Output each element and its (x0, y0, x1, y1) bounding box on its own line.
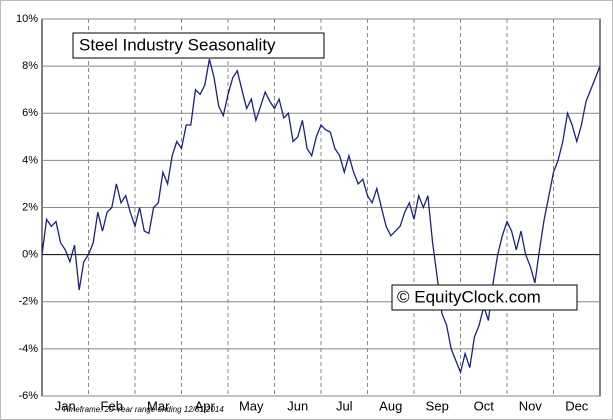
chart-title: Steel Industry Seasonality (79, 35, 276, 54)
y-tick-label: 0% (22, 249, 38, 261)
watermark: © EquityClock.com (397, 287, 541, 306)
line (41, 58, 601, 375)
x-tick-label: Dec (565, 398, 589, 413)
watermark-box (391, 284, 578, 311)
plot-layer (41, 18, 601, 397)
x-tick-label: Feb (101, 398, 123, 413)
x-tick-label: Jan (55, 398, 76, 413)
x-tick-label: Jul (336, 398, 353, 413)
y-tick-label: 4% (22, 154, 38, 166)
x-tick-label: Apr (195, 398, 216, 413)
y-tick-label: -6% (18, 390, 38, 402)
y-tick-label: 8% (22, 60, 38, 72)
x-tick-label: Sep (426, 398, 449, 413)
x-tick-label: Oct (474, 398, 495, 413)
y-tick-label: -4% (18, 343, 38, 355)
x-tick-label: Jun (287, 398, 308, 413)
y-tick-label: -2% (18, 296, 38, 308)
x-tick-label: May (239, 398, 264, 413)
y-tick-label: 2% (22, 201, 38, 213)
y-tick-label: 10% (16, 13, 38, 25)
x-tick-label: Nov (519, 398, 543, 413)
footnote: Timeframe: 20-Year range ending 12/31/20… (62, 405, 224, 414)
y-tick-label: 6% (22, 107, 38, 119)
x-tick-label: Aug (379, 398, 402, 413)
title-box (72, 32, 325, 59)
x-tick-label: Mar (147, 398, 170, 413)
